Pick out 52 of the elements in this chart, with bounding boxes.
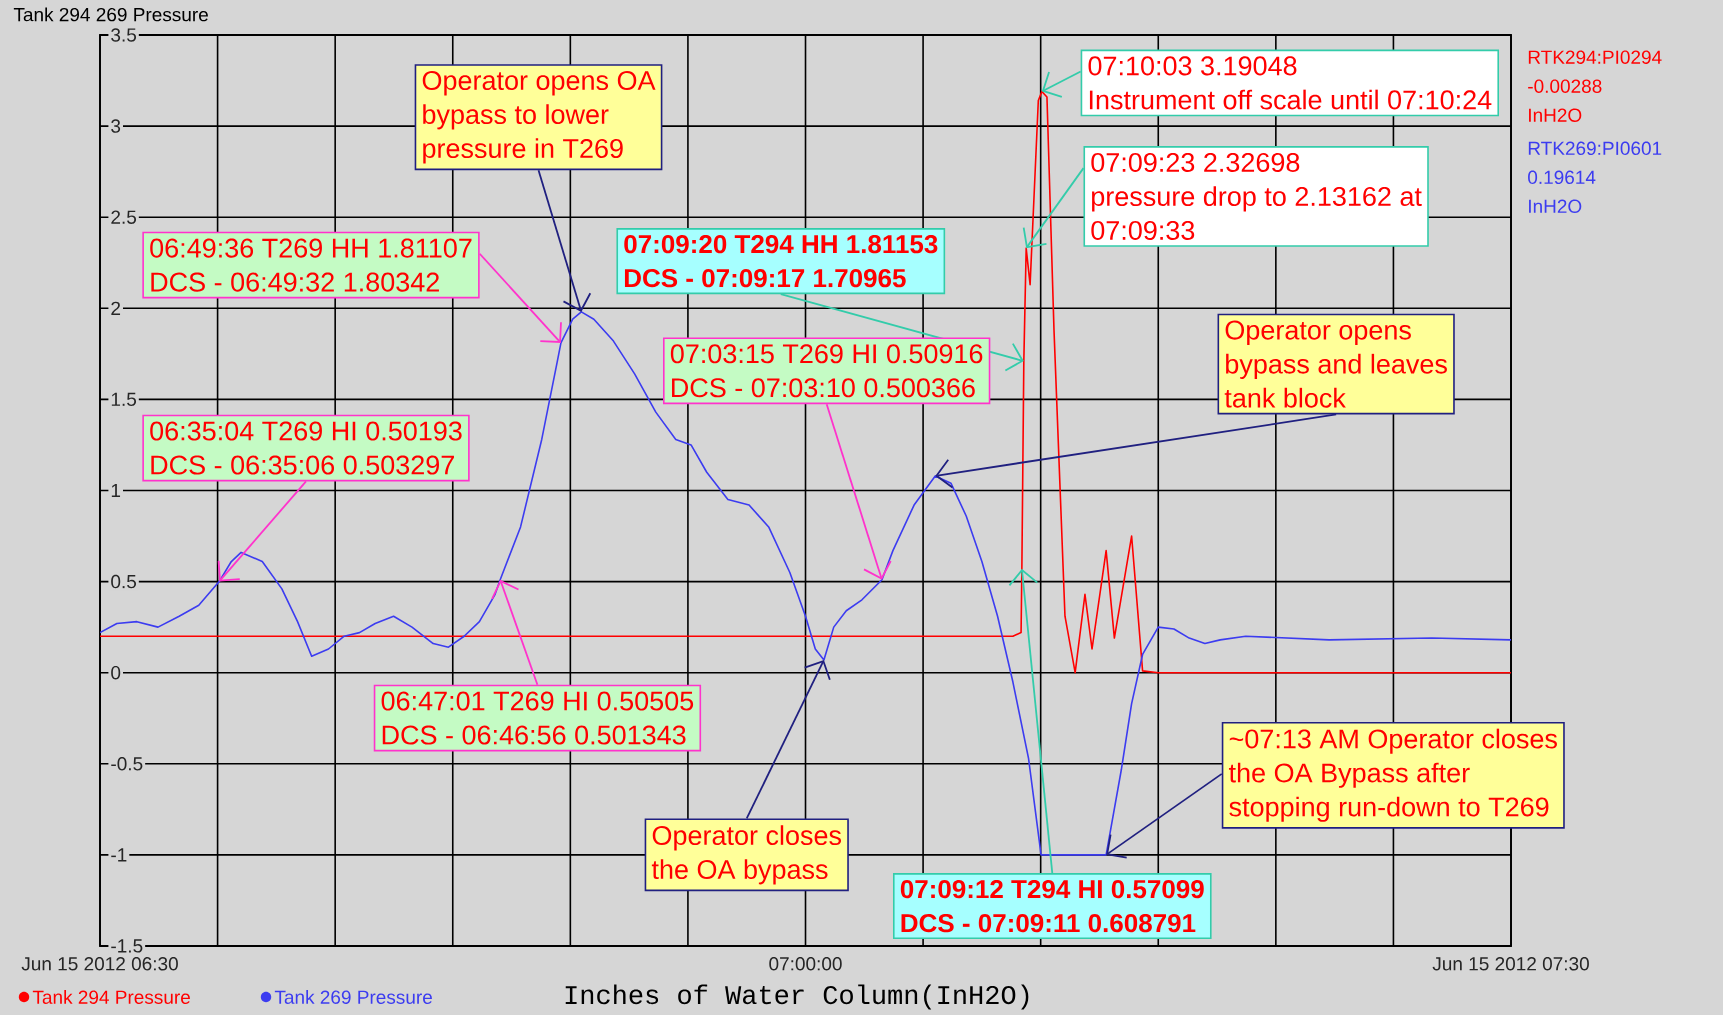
y-tick-label: 3.5 [111,28,137,42]
annotation: 07:10:03 3.19048 [1088,56,1297,76]
text: RTK294:PI0294 [1528,50,1662,64]
annotation: 07:09:23 2.32698 [1091,152,1300,173]
text: -0.00288 [1528,79,1602,93]
annotation: Operator opens OA [422,70,656,96]
text: RTK269:PI0601 [1528,141,1662,156]
annotation: bypass and leaves [1226,353,1447,380]
text: InH2O [1529,199,1582,214]
annotation: DCS - 07:09:11 0.608791 [901,913,1196,933]
annotation: 06:35:04 T269 HI 0.50193 [150,421,462,441]
annotation: 06:49:36 T269 HH 1.81107 [150,238,472,258]
y-tick-label: 0 [111,665,121,680]
x-tick-label: Jun 15 2012 06:30 [21,957,178,971]
y-tick-label: -0.5 [111,757,143,771]
text: 0.19614 [1528,170,1596,185]
annotation: pressure drop to 2.13162 at [1092,186,1422,212]
annotation: the OA bypass [651,859,828,885]
y-tick-label: 1 [111,483,121,498]
annotation: ~07:13 AM Operator closes [1229,728,1557,754]
y-tick-label: 0.5 [111,574,137,589]
chart-title: Tank 294 269 Pressure [13,7,208,22]
legend-label: Tank 269 Pressure [274,990,432,1004]
annotation: stopping run-down to T269 [1229,796,1549,822]
annotation: pressure in T269 [423,138,623,164]
annotation: Instrument off scale until 07:10:24 [1089,89,1492,110]
y-tick-label: 2 [111,301,121,315]
legend-label: Tank 294 Pressure [32,990,190,1004]
annotation: DCS - 07:03:10 0.500366 [672,378,975,398]
annotation: DCS - 06:46:56 0.501343 [382,725,686,745]
x-tick-label: Jun 15 2012 07:30 [1432,957,1589,971]
annotation: bypass to lower [423,104,609,130]
y-tick-label: -1.5 [111,939,143,953]
annotation: DCS - 07:09:17 1.70965 [624,268,906,288]
annotation: 07:09:12 T294 HI 0.57099 [900,879,1204,899]
annotation: 07:03:15 T269 HI 0.50916 [670,344,983,364]
y-tick-label: 2.5 [111,210,137,224]
annotation: 06:47:01 T269 HI 0.50505 [381,691,694,711]
annotation: DCS - 06:49:32 1.80342 [151,272,439,292]
annotation: DCS - 06:35:06 0.503297 [151,455,454,475]
y-tick-label: -1 [111,848,127,862]
annotation: 07:09:33 [1091,220,1195,241]
x-tick-label: 07:00:00 [769,957,842,971]
y-tick-label: 3 [111,119,121,133]
text: InH2O [1529,108,1582,122]
annotation: 07:09:20 T294 HH 1.81153 [624,234,938,254]
x-axis-title: Inches of Water Column(InH2O) [565,984,1029,1010]
annotation: Operator closes [652,825,842,851]
annotation: Operator opens [1225,320,1411,346]
annotation: the OA Bypass after [1228,762,1470,788]
annotation: tank block [1224,387,1346,408]
y-tick-label: 1.5 [111,392,137,407]
